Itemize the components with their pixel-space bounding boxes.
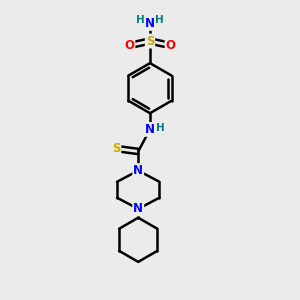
Text: O: O	[124, 39, 134, 52]
Text: N: N	[145, 123, 155, 136]
Text: S: S	[112, 142, 120, 155]
Text: H: H	[155, 15, 164, 25]
Text: S: S	[146, 34, 154, 48]
Text: N: N	[133, 202, 143, 215]
Text: O: O	[166, 39, 176, 52]
Text: H: H	[136, 15, 145, 25]
Text: N: N	[133, 164, 143, 177]
Text: N: N	[145, 17, 155, 30]
Text: H: H	[156, 123, 165, 133]
